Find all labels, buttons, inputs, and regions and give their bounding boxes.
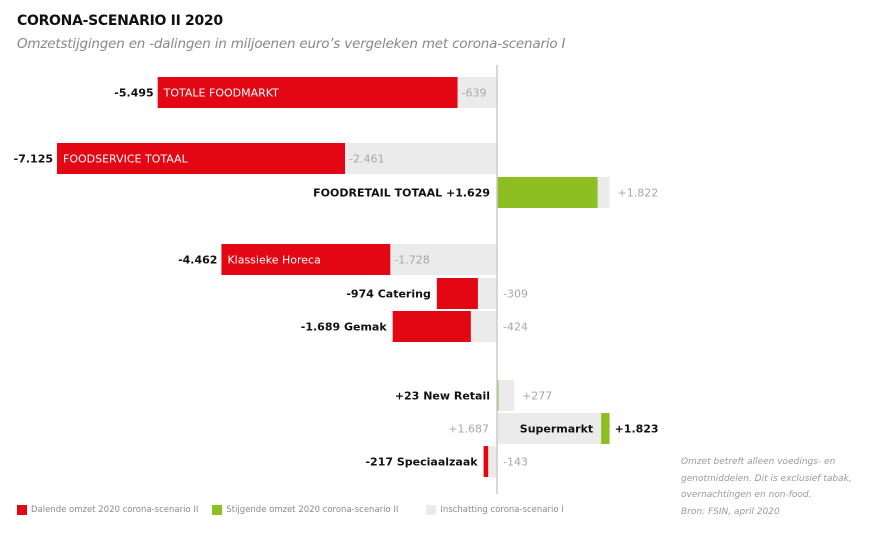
value-label-scenario-2: -7.125 <box>14 153 53 166</box>
category-label: Gemak <box>344 321 387 334</box>
value-label-scenario-1: +277 <box>522 390 552 403</box>
value-label-scenario-2: +23 <box>395 390 420 403</box>
category-label: FOODSERVICE TOTAAL <box>63 153 189 166</box>
value-label-scenario-1: -424 <box>503 321 528 334</box>
category-label: Speciaalzaak <box>397 456 478 469</box>
value-label-scenario-2: +1.823 <box>615 423 659 436</box>
category-label: Supermarkt <box>520 423 593 436</box>
bar-scenario-1 <box>345 143 497 174</box>
category-label: TOTALE FOODMARKT <box>163 87 279 100</box>
value-label-scenario-2: -974 <box>346 288 374 301</box>
category-label: FOODRETAIL TOTAAL <box>313 187 442 200</box>
value-category-label: +23 New Retail <box>395 390 490 403</box>
note-line: overnachtingen en non-food. <box>681 490 812 501</box>
note-line: Omzet betreft alleen voedings- en <box>681 457 836 467</box>
value-category-label: -974 Catering <box>346 288 431 301</box>
bar-scenario-1 <box>477 278 497 309</box>
source-note: Omzet betreft alleen voedings- en genotm… <box>681 454 866 520</box>
bar-scenario-1 <box>390 244 497 275</box>
legend: Dalende omzet 2020 corona-scenario II St… <box>17 505 578 515</box>
chart-title: CORONA-SCENARIO II 2020 <box>17 13 223 29</box>
legend-item-scenario1: Inschatting corona-scenario I <box>426 505 564 515</box>
legend-swatch-gray <box>426 505 437 515</box>
value-label-scenario-2: -4.462 <box>178 254 217 267</box>
bar-scenario-2 <box>157 77 497 108</box>
category-label: New Retail <box>423 390 490 403</box>
value-label-scenario-2: +1.629 <box>446 187 490 200</box>
note-source: Bron: FSIN, april 2020 <box>681 506 780 517</box>
value-label-scenario-1: -143 <box>503 456 528 469</box>
value-category-label: -217 Speciaalzaak <box>365 456 478 469</box>
note-line: genotmiddelen. Dit is exclusief tabak, <box>681 473 852 484</box>
legend-swatch-green <box>212 505 223 515</box>
value-category-label: FOODRETAIL TOTAAL +1.629 <box>313 187 490 200</box>
value-label-scenario-1: -1.728 <box>394 254 429 267</box>
value-label-scenario-2: -5.495 <box>114 87 153 100</box>
legend-item-decline: Dalende omzet 2020 corona-scenario II <box>17 505 198 515</box>
value-label-scenario-1: +1.822 <box>618 187 659 200</box>
value-label-scenario-1: -2.461 <box>349 153 384 166</box>
legend-label: Stijgende omzet 2020 corona-scenario II <box>226 505 399 515</box>
value-category-label: -1.689 Gemak <box>301 321 388 334</box>
category-label: Catering <box>378 288 431 301</box>
value-label-scenario-1: -639 <box>462 87 487 100</box>
bar-scenario-1 <box>457 77 497 108</box>
legend-swatch-red <box>17 505 27 515</box>
value-label-scenario-1: -309 <box>503 288 528 301</box>
chart-subtitle: Omzetstijgingen en -dalingen in miljoene… <box>17 36 566 52</box>
legend-label: Dalende omzet 2020 corona-scenario II <box>31 505 199 515</box>
bar-scenario-1 <box>497 413 602 444</box>
bar-scenario-1 <box>488 446 497 477</box>
value-label-scenario-1: +1.687 <box>448 423 489 436</box>
bar-scenario-2 <box>497 177 598 208</box>
bar-scenario-1 <box>497 380 515 411</box>
value-label-scenario-2: -1.689 <box>301 321 340 334</box>
value-label-scenario-2: -217 <box>365 456 393 469</box>
legend-item-increase: Stijgende omzet 2020 corona-scenario II <box>212 505 398 515</box>
category-label: Klassieke Horeca <box>227 254 320 267</box>
bar-scenario-1 <box>470 311 497 342</box>
legend-label: Inschatting corona-scenario I <box>440 505 564 515</box>
